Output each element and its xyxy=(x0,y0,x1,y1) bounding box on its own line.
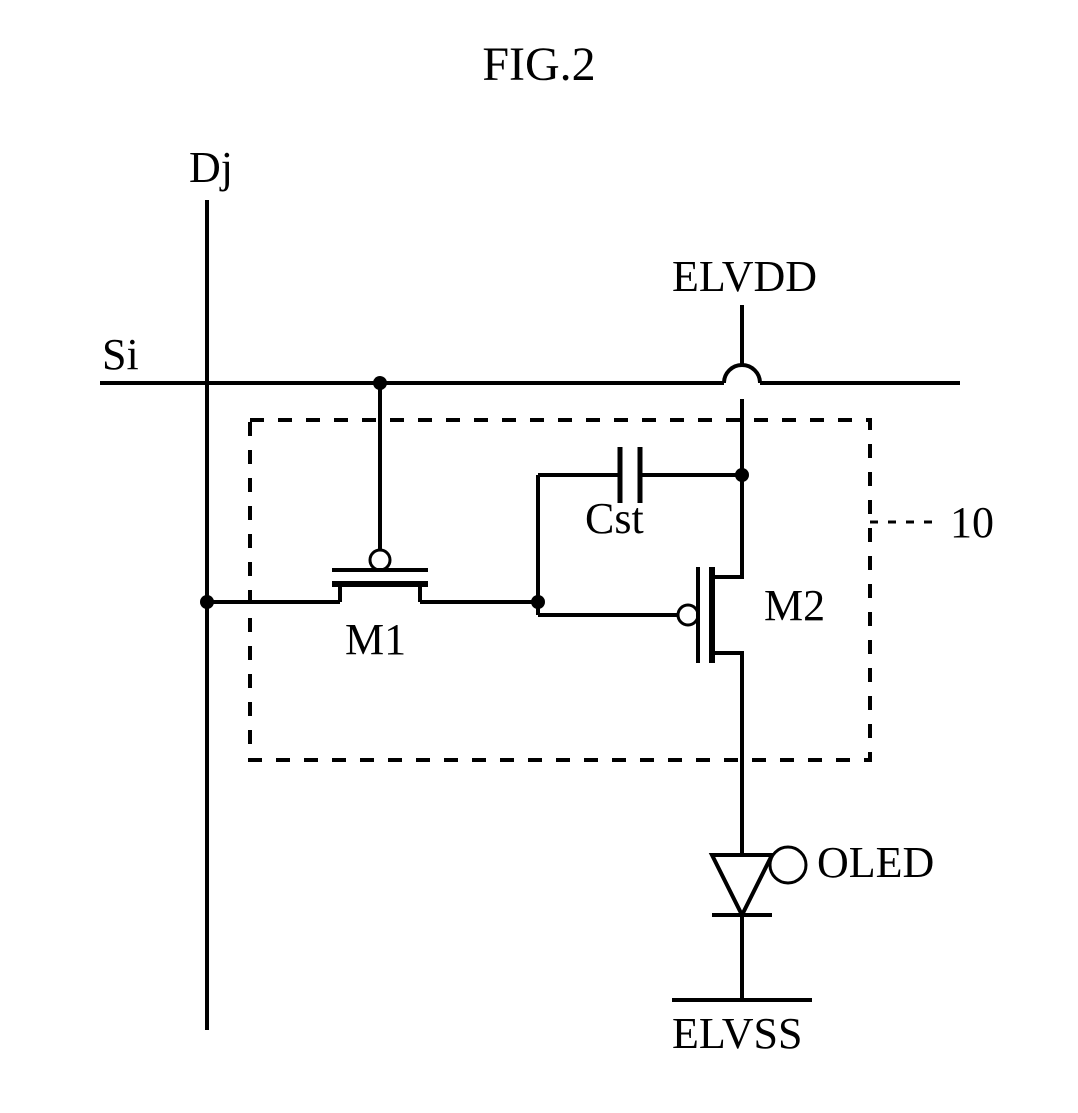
label-Cst: Cst xyxy=(585,494,644,543)
node-si-m1gate xyxy=(373,376,387,390)
node-mid xyxy=(531,595,545,609)
label-ELVDD: ELVDD xyxy=(672,252,817,301)
label-M2: M2 xyxy=(764,581,825,630)
node-cst-elvdd xyxy=(735,468,749,482)
m1-ptype-bubble xyxy=(370,550,390,570)
m2-ptype-bubble xyxy=(678,605,698,625)
label-OLED: OLED xyxy=(817,838,934,887)
label-Dj: Dj xyxy=(189,143,233,192)
oled-emission-ring xyxy=(770,847,806,883)
figure-title: FIG.2 xyxy=(482,38,595,91)
circuit-figure: FIG.2 10 Dj Si ELVDD M1 Cst M2 xyxy=(0,0,1078,1113)
label-ELVSS: ELVSS xyxy=(672,1009,802,1058)
wire-Si-jump xyxy=(724,365,760,383)
m2-bot-stub xyxy=(712,653,742,760)
label-Si: Si xyxy=(102,330,139,379)
m2-top-stub xyxy=(712,545,742,577)
box-label: 10 xyxy=(950,498,994,547)
oled-triangle xyxy=(712,855,772,915)
circuit-svg: FIG.2 10 Dj Si ELVDD M1 Cst M2 xyxy=(0,0,1078,1113)
label-M1: M1 xyxy=(345,615,406,664)
node-dj-m1 xyxy=(200,595,214,609)
